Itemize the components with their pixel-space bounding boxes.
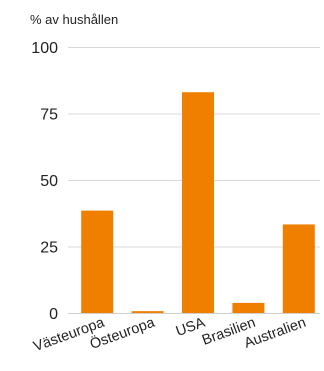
- y-tick-label: 0: [49, 306, 58, 323]
- bars: [81, 92, 315, 313]
- bar-australien: [282, 224, 315, 313]
- y-axis-ticks: 0 25 50 75 100: [31, 40, 58, 323]
- bar-östeuropa: [131, 311, 164, 313]
- y-unit-label: % av hushållen: [30, 12, 118, 27]
- bar-brasilien: [232, 302, 265, 313]
- y-tick-label: 100: [31, 40, 58, 57]
- y-tick-label: 75: [40, 107, 58, 124]
- y-tick-label: 50: [40, 173, 58, 190]
- bar-usa: [182, 92, 214, 313]
- bar-västeuropa: [81, 210, 114, 313]
- y-tick-label: 25: [40, 240, 58, 257]
